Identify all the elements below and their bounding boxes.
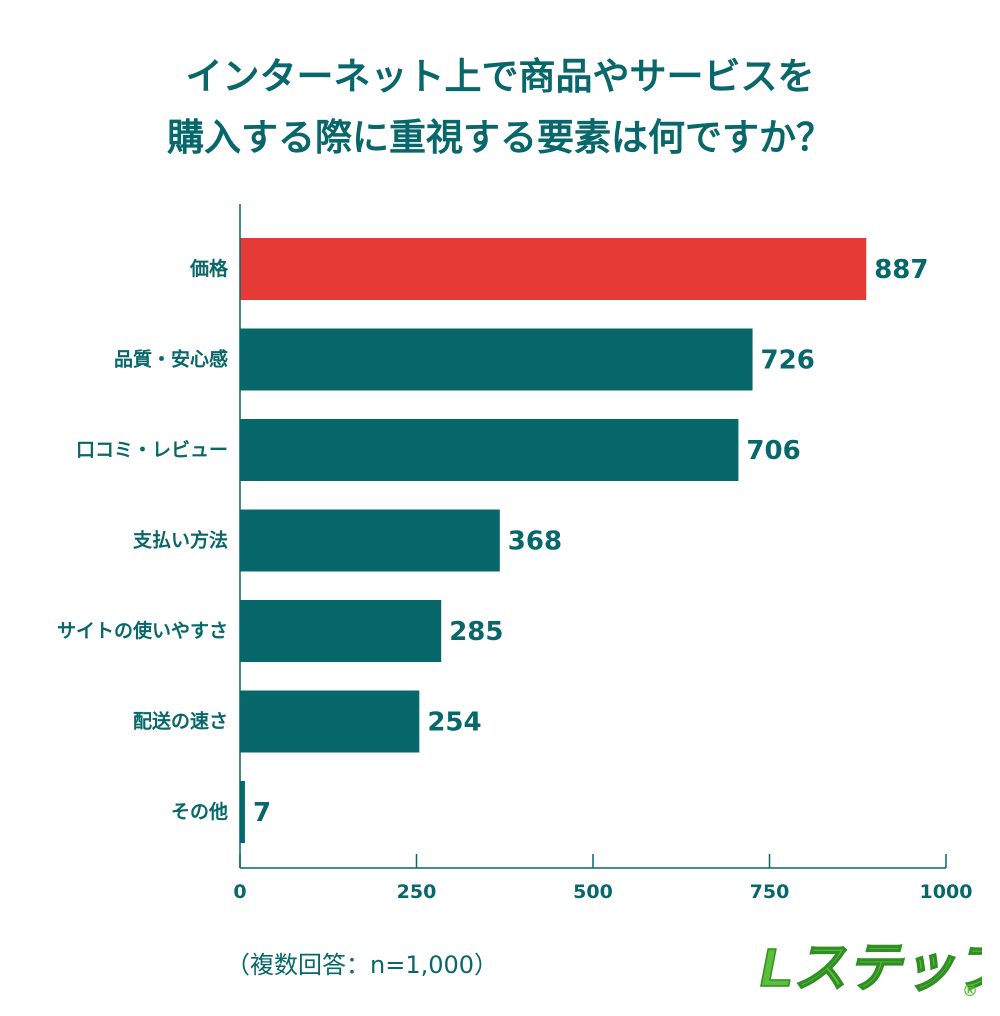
- category-label-1: 品質・安心感: [114, 348, 228, 371]
- response-note: （複数回答：n=1,000）: [226, 951, 499, 979]
- bar-3: [240, 509, 500, 572]
- category-label-5: 配送の速さ: [133, 710, 228, 733]
- x-tick-label-0: 0: [233, 881, 246, 903]
- logo-text: Lステップ: [760, 938, 982, 998]
- value-label-3: 368: [508, 527, 562, 557]
- value-label-5: 254: [427, 708, 481, 738]
- x-tick-label-3: 750: [750, 881, 790, 903]
- bar-4: [240, 600, 442, 662]
- value-label-0: 887: [874, 255, 928, 285]
- chart-title-line-1: インターネット上で商品やサービスを: [185, 55, 815, 98]
- category-label-0: 価格: [189, 257, 229, 280]
- value-label-4: 285: [449, 617, 503, 647]
- bars: [240, 238, 867, 843]
- category-label-4: サイトの使いやすさ: [57, 620, 228, 642]
- value-label-6: 7: [253, 798, 271, 828]
- bar-5: [240, 690, 420, 753]
- bar-0: [240, 238, 867, 300]
- chart-title-line-2: 購入する際に重視する要素は何ですか？: [167, 116, 833, 159]
- category-label-2: 口コミ・レビュー: [76, 439, 228, 461]
- bar-6: [240, 781, 245, 843]
- x-tick-label-2: 500: [573, 881, 613, 903]
- x-tick-label-1: 250: [397, 881, 437, 903]
- category-label-3: 支払い方法: [132, 529, 228, 552]
- bar-1: [240, 328, 753, 391]
- x-axis-ticks: 0 250 500 750 1000: [233, 854, 972, 903]
- registered-mark: ®: [962, 981, 978, 1000]
- labels: 価格 887 品質・安心感 726 口コミ・レビュー 706 支払い方法 368 サイトの使いや…: [57, 255, 929, 828]
- category-label-6: その他: [171, 800, 228, 823]
- value-label-1: 726: [761, 346, 815, 376]
- value-label-2: 706: [746, 436, 800, 466]
- x-tick-label-4: 1000: [920, 881, 973, 903]
- lstep-logo: Lステップ ®: [759, 937, 982, 1000]
- bar-2: [240, 419, 739, 481]
